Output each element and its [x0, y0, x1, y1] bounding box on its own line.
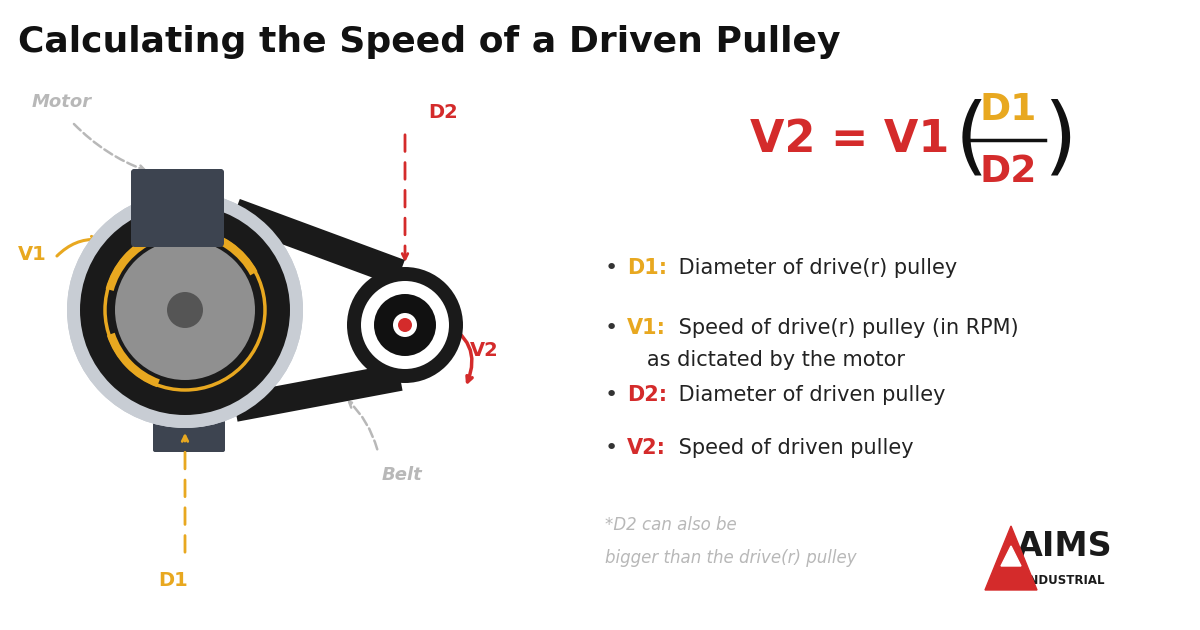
Circle shape [115, 240, 256, 380]
Text: INDUSTRIAL: INDUSTRIAL [1025, 573, 1105, 587]
Text: V2: V2 [470, 340, 499, 360]
Text: *D2 can also be: *D2 can also be [605, 516, 737, 534]
Text: V2 = V1: V2 = V1 [750, 118, 949, 161]
Text: V2:: V2: [628, 438, 666, 458]
Circle shape [167, 292, 203, 328]
Text: D1:: D1: [628, 258, 667, 278]
FancyBboxPatch shape [154, 420, 179, 452]
Text: •: • [605, 385, 618, 405]
FancyBboxPatch shape [176, 420, 202, 452]
Text: Belt: Belt [382, 466, 422, 484]
Circle shape [398, 318, 412, 332]
Text: Diameter of drive(r) pulley: Diameter of drive(r) pulley [672, 258, 958, 278]
Text: (: ( [955, 98, 989, 181]
Text: •: • [605, 318, 618, 338]
Text: as dictated by the motor: as dictated by the motor [628, 350, 905, 370]
Circle shape [374, 294, 436, 356]
Text: AIMS: AIMS [1018, 529, 1112, 563]
Text: V1:: V1: [628, 318, 666, 338]
Text: Diameter of driven pulley: Diameter of driven pulley [672, 385, 946, 405]
Text: D2: D2 [428, 103, 458, 122]
Text: D2: D2 [979, 154, 1037, 190]
Text: D1: D1 [158, 571, 188, 590]
Text: bigger than the drive(r) pulley: bigger than the drive(r) pulley [605, 549, 857, 567]
Text: Calculating the Speed of a Driven Pulley: Calculating the Speed of a Driven Pulley [18, 25, 840, 59]
Text: •: • [605, 438, 618, 458]
Circle shape [67, 192, 302, 428]
Polygon shape [1001, 546, 1021, 566]
Circle shape [394, 313, 418, 337]
Text: •: • [605, 258, 618, 278]
FancyBboxPatch shape [131, 169, 224, 247]
Text: V1: V1 [18, 246, 47, 265]
FancyBboxPatch shape [131, 169, 224, 247]
Circle shape [80, 205, 290, 415]
Text: Speed of driven pulley: Speed of driven pulley [672, 438, 913, 458]
Text: D2:: D2: [628, 385, 667, 405]
Circle shape [67, 192, 302, 428]
Circle shape [347, 267, 463, 383]
Text: Speed of drive(r) pulley (in RPM): Speed of drive(r) pulley (in RPM) [672, 318, 1019, 338]
Circle shape [361, 281, 449, 369]
Text: Motor: Motor [32, 93, 92, 111]
Polygon shape [985, 526, 1037, 590]
FancyBboxPatch shape [199, 420, 226, 452]
Text: ): ) [1043, 98, 1076, 181]
Text: D1: D1 [979, 92, 1037, 128]
